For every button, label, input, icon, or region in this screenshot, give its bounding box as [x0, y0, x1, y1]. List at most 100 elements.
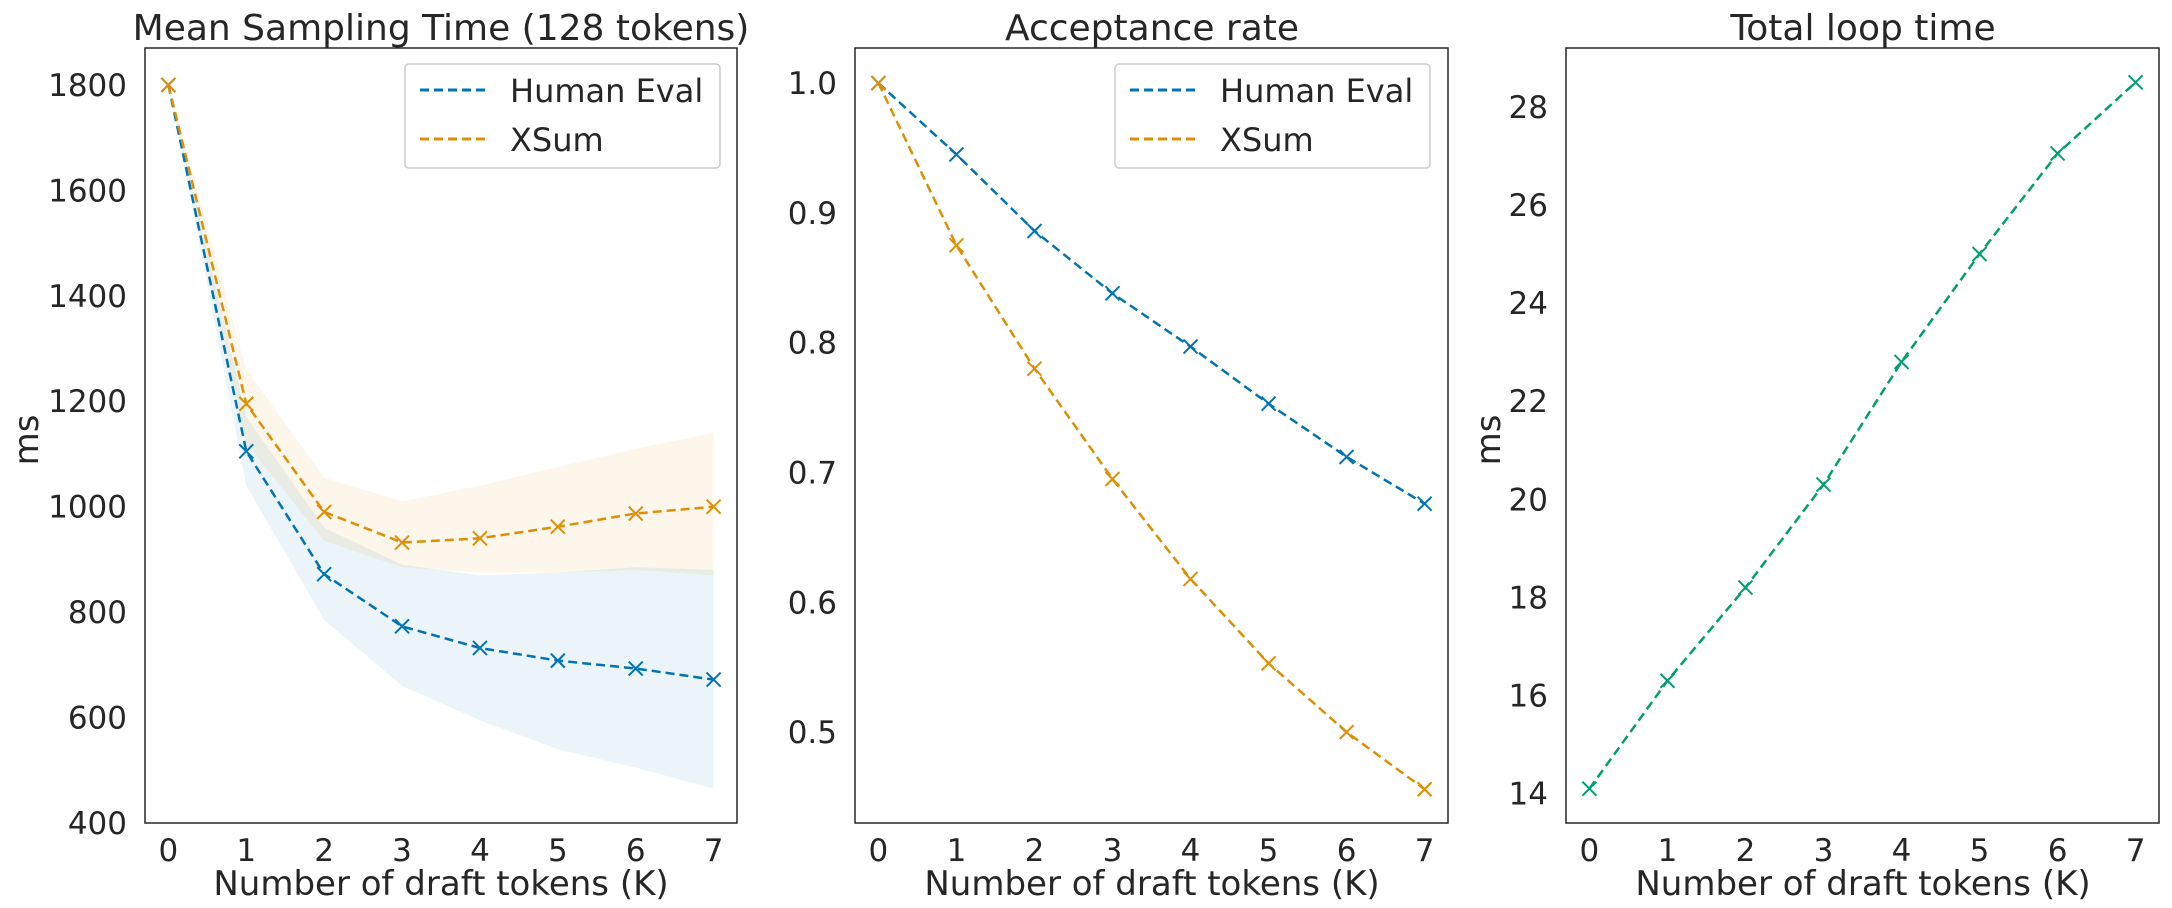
- x-tick-label: 3: [392, 833, 412, 869]
- data-point-series-0: [2049, 145, 2066, 162]
- data-point-series-0: [1893, 354, 1910, 370]
- y-tick-label: 0.8: [788, 326, 837, 362]
- series-line-xsum: [877, 82, 1426, 791]
- series-lines: [877, 82, 1426, 791]
- data-point-xsum: [628, 505, 644, 522]
- data-point-series-0: [1971, 246, 1988, 262]
- x-tick-label: 6: [1337, 833, 1357, 869]
- x-tick-label: 0: [159, 833, 179, 869]
- x-tick-label: 2: [1736, 833, 1756, 869]
- data-point-xsum: [1338, 724, 1355, 740]
- legend-label-human-eval: Human Eval: [1220, 72, 1413, 110]
- x-tick-label: 5: [1970, 833, 1990, 869]
- data-point-xsum: [238, 396, 254, 412]
- data-point-xsum: [1182, 571, 1199, 587]
- chart-title: Mean Sampling Time (128 tokens): [133, 8, 750, 49]
- data-point-xsum: [705, 498, 722, 515]
- data-point-human-eval: [705, 671, 722, 688]
- series-markers: [160, 77, 722, 688]
- x-tick-labels: 0 1 2 3 4 5 6 7: [159, 833, 724, 869]
- data-point-xsum: [870, 75, 887, 91]
- x-tick-label: 1: [1658, 833, 1678, 869]
- data-point-xsum: [316, 504, 332, 520]
- x-tick-label: 4: [470, 833, 490, 869]
- plot-area-frame: [854, 47, 1449, 824]
- data-point-human-eval: [394, 618, 410, 635]
- x-axis-label: Number of draft tokens (K): [213, 864, 668, 904]
- legend-label-xsum: XSum: [1220, 121, 1314, 159]
- x-tick-label: 4: [1181, 833, 1201, 869]
- x-tick-label: 6: [626, 833, 646, 869]
- data-point-series-0: [1581, 780, 1598, 797]
- y-tick-label: 400: [68, 806, 127, 842]
- y-tick-label: 14: [1509, 777, 1548, 813]
- y-tick-label: 1000: [48, 490, 127, 526]
- y-tick-label: 0.9: [788, 196, 837, 232]
- data-point-human-eval: [238, 443, 254, 460]
- panel-total-loop-time: Total loop time Number of draft tokens (…: [1469, 8, 2160, 904]
- data-point-xsum: [550, 518, 566, 535]
- y-tick-label: 0.5: [788, 715, 837, 751]
- y-tick-label: 1600: [48, 173, 127, 209]
- y-tick-labels: 14 16 18 20 22 24 26 28: [1509, 90, 1548, 813]
- y-tick-label: 1200: [48, 384, 127, 420]
- x-tick-label: 0: [869, 833, 889, 869]
- data-point-human-eval: [472, 640, 488, 656]
- band-human-eval: [168, 84, 714, 789]
- data-point-series-0: [1737, 579, 1754, 596]
- x-tick-label: 7: [704, 833, 724, 869]
- series-line-xsum: [167, 84, 714, 544]
- data-point-human-eval: [1104, 285, 1121, 302]
- x-tick-label: 6: [2048, 833, 2068, 869]
- data-point-human-eval: [1182, 338, 1199, 355]
- data-point-xsum: [1260, 655, 1277, 672]
- x-tick-labels: 0 1 2 3 4 5 6 7: [1580, 833, 2146, 869]
- y-tick-labels: 400 600 800 1000 1200 1400 1600 1800: [48, 68, 127, 842]
- y-tick-label: 24: [1509, 286, 1548, 322]
- data-point-human-eval: [316, 566, 332, 582]
- data-point-xsum: [1026, 360, 1043, 377]
- series-lines: [167, 84, 714, 681]
- legend-label-xsum: XSum: [510, 121, 604, 159]
- legend: Human Eval XSum: [1114, 63, 1431, 169]
- y-tick-label: 20: [1509, 482, 1548, 518]
- y-tick-label: 0.7: [788, 455, 837, 491]
- band-xsum: [168, 84, 714, 576]
- x-tick-label: 4: [1892, 833, 1912, 869]
- panel-acceptance-rate: Acceptance rate Number of draft tokens (…: [788, 8, 1449, 904]
- x-tick-label: 2: [1025, 833, 1045, 869]
- data-point-series-0: [1815, 476, 1832, 493]
- data-point-xsum: [472, 530, 488, 547]
- y-tick-label: 18: [1509, 580, 1548, 616]
- panel-mean-sampling-time: Mean Sampling Time (128 tokens) Number o…: [7, 8, 749, 904]
- x-tick-labels: 0 1 2 3 4 5 6 7: [869, 833, 1435, 869]
- x-tick-label: 5: [548, 833, 568, 869]
- y-axis-label: ms: [7, 415, 47, 466]
- y-tick-label: 800: [68, 595, 127, 631]
- x-tick-label: 7: [2126, 833, 2146, 869]
- y-tick-label: 16: [1509, 678, 1548, 714]
- y-axis-label: ms: [1469, 415, 1509, 466]
- data-point-xsum: [394, 534, 410, 551]
- data-point-human-eval: [550, 652, 566, 669]
- plot-area-frame: [1565, 47, 2160, 824]
- y-tick-label: 28: [1509, 90, 1548, 126]
- plot-area-frame: [144, 47, 738, 824]
- x-tick-label: 7: [1415, 833, 1435, 869]
- y-tick-label: 600: [68, 701, 127, 737]
- chart-title: Total loop time: [1729, 8, 1995, 49]
- series-lines: [1588, 81, 2137, 790]
- data-point-human-eval: [1026, 223, 1043, 239]
- chart-title: Acceptance rate: [1005, 8, 1299, 49]
- data-point-human-eval: [1416, 495, 1433, 512]
- data-point-xsum: [1416, 781, 1433, 797]
- x-tick-label: 1: [236, 833, 256, 869]
- legend: Human Eval XSum: [404, 63, 721, 169]
- x-tick-label: 1: [947, 833, 967, 869]
- y-tick-label: 1400: [48, 279, 127, 315]
- confidence-bands: [168, 84, 714, 789]
- data-point-human-eval: [948, 146, 965, 163]
- x-axis-label: Number of draft tokens (K): [924, 864, 1379, 904]
- data-point-series-0: [1659, 673, 1676, 689]
- x-tick-label: 0: [1580, 833, 1600, 869]
